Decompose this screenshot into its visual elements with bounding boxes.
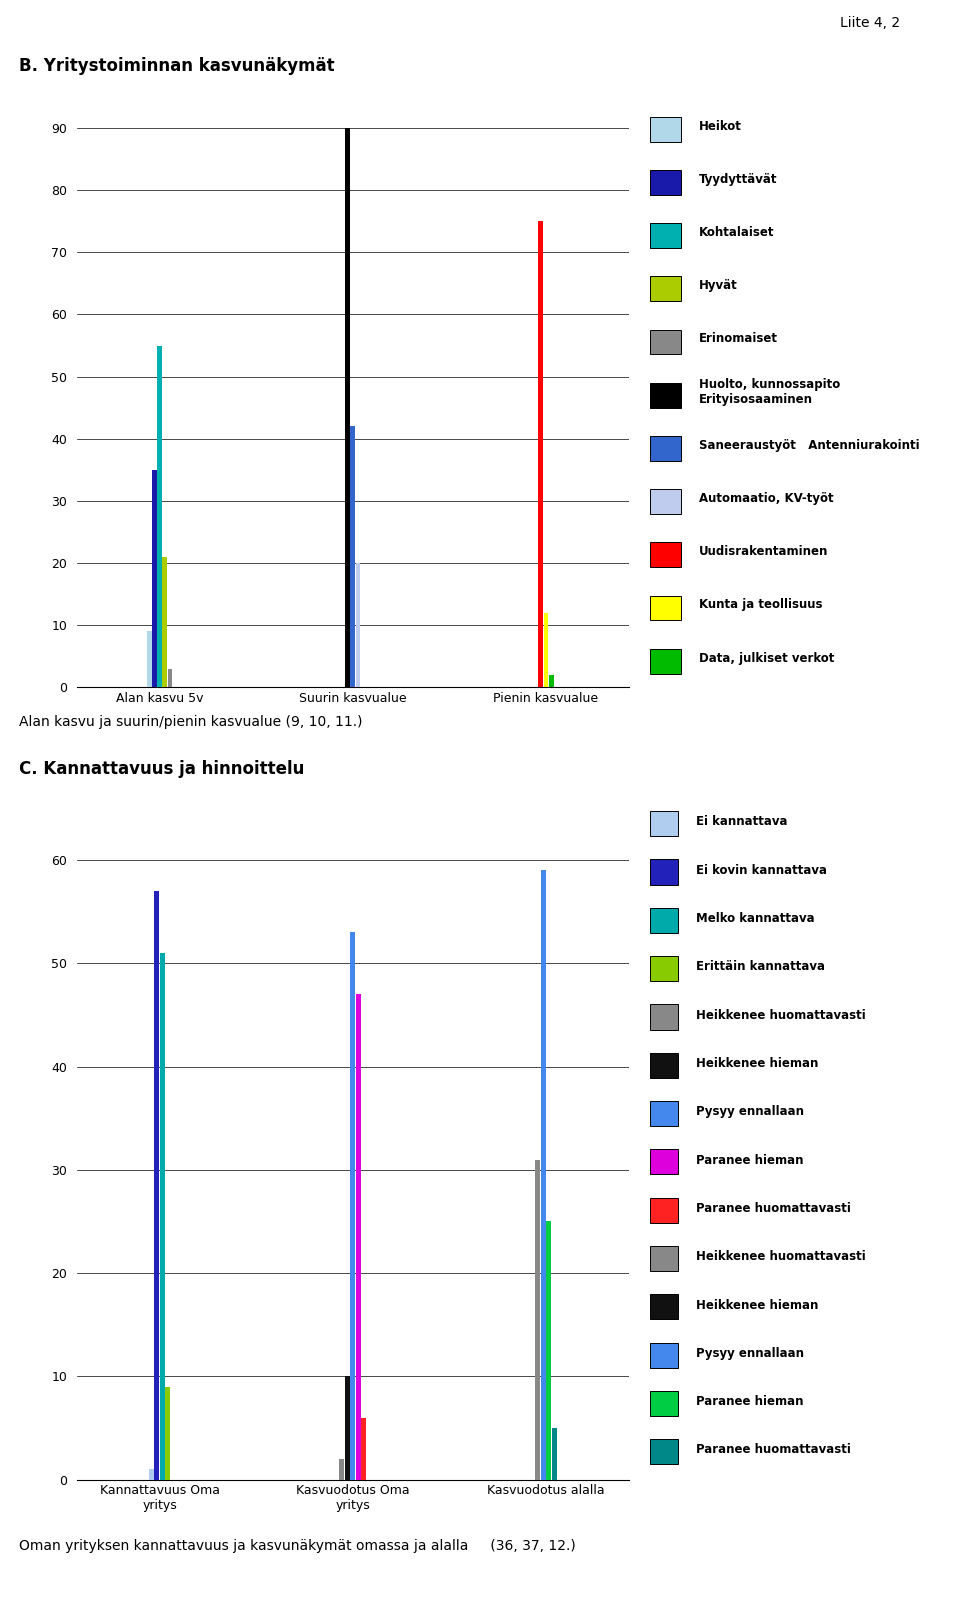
Text: C. Kannattavuus ja hinnoittelu: C. Kannattavuus ja hinnoittelu	[19, 760, 304, 778]
Bar	[168, 668, 172, 687]
Text: Paranee hieman: Paranee hieman	[696, 1395, 804, 1408]
Bar	[152, 471, 156, 687]
Bar	[162, 556, 167, 687]
Text: Paranee hieman: Paranee hieman	[696, 1153, 804, 1166]
FancyBboxPatch shape	[651, 1101, 678, 1125]
Text: Saneeraustyöt   Antenniurakointi: Saneeraustyöt Antenniurakointi	[699, 438, 920, 451]
FancyBboxPatch shape	[651, 1342, 678, 1368]
Text: Huolto, kunnossapito
Erityisosaaminen: Huolto, kunnossapito Erityisosaaminen	[699, 378, 840, 406]
Text: Heikkenee huomattavasti: Heikkenee huomattavasti	[696, 1009, 866, 1022]
Bar	[157, 346, 162, 687]
FancyBboxPatch shape	[651, 542, 681, 568]
FancyBboxPatch shape	[651, 648, 681, 674]
FancyBboxPatch shape	[651, 1294, 678, 1319]
Bar	[361, 1418, 367, 1480]
Bar	[350, 933, 355, 1480]
Bar	[549, 674, 554, 687]
Bar	[159, 952, 165, 1480]
FancyBboxPatch shape	[651, 595, 681, 621]
FancyBboxPatch shape	[651, 170, 681, 196]
Text: Liite 4, 2: Liite 4, 2	[840, 16, 900, 31]
FancyBboxPatch shape	[651, 1053, 678, 1079]
Text: Heikkenee hieman: Heikkenee hieman	[696, 1298, 818, 1311]
FancyBboxPatch shape	[651, 437, 681, 461]
Text: Oman yrityksen kannattavuus ja kasvunäkymät omassa ja alalla     (36, 37, 12.): Oman yrityksen kannattavuus ja kasvunäky…	[19, 1539, 576, 1554]
Text: Erinomaiset: Erinomaiset	[699, 333, 778, 346]
FancyBboxPatch shape	[651, 490, 681, 514]
Text: Heikot: Heikot	[699, 120, 742, 133]
Text: Automaatio, KV-työt: Automaatio, KV-työt	[699, 492, 833, 505]
Text: Kunta ja teollisuus: Kunta ja teollisuus	[699, 598, 823, 611]
Bar	[155, 891, 159, 1480]
Text: Pysyy ennallaan: Pysyy ennallaan	[696, 1106, 804, 1119]
FancyBboxPatch shape	[651, 223, 681, 247]
Text: Alan kasvu ja suurin/pienin kasvualue (9, 10, 11.): Alan kasvu ja suurin/pienin kasvualue (9…	[19, 715, 363, 729]
Bar	[539, 222, 543, 687]
Bar	[147, 631, 152, 687]
FancyBboxPatch shape	[651, 1391, 678, 1416]
Bar	[339, 1459, 345, 1480]
FancyBboxPatch shape	[651, 1439, 678, 1465]
Bar	[543, 613, 548, 687]
FancyBboxPatch shape	[651, 1198, 678, 1222]
FancyBboxPatch shape	[651, 812, 678, 836]
FancyBboxPatch shape	[651, 1150, 678, 1174]
Bar	[350, 427, 355, 687]
Text: Paranee huomattavasti: Paranee huomattavasti	[696, 1201, 851, 1214]
FancyBboxPatch shape	[651, 277, 681, 301]
Text: Ei kannattava: Ei kannattava	[696, 815, 787, 828]
Bar	[540, 870, 546, 1480]
Text: Melko kannattava: Melko kannattava	[696, 912, 814, 925]
FancyBboxPatch shape	[651, 859, 678, 884]
Text: Paranee huomattavasti: Paranee huomattavasti	[696, 1444, 851, 1457]
Text: Heikkenee huomattavasti: Heikkenee huomattavasti	[696, 1250, 866, 1263]
Text: Tyydyttävät: Tyydyttävät	[699, 173, 778, 186]
Text: Heikkenee hieman: Heikkenee hieman	[696, 1058, 818, 1070]
Bar	[149, 1470, 154, 1480]
Text: Erittäin kannattava: Erittäin kannattava	[696, 960, 825, 973]
Text: Kohtalaiset: Kohtalaiset	[699, 226, 775, 239]
Bar	[165, 1387, 171, 1480]
Bar	[552, 1428, 557, 1480]
Text: Pysyy ennallaan: Pysyy ennallaan	[696, 1347, 804, 1360]
Bar	[345, 1376, 349, 1480]
Bar	[355, 563, 360, 687]
Text: Uudisrakentaminen: Uudisrakentaminen	[699, 545, 828, 558]
Bar	[356, 994, 361, 1480]
FancyBboxPatch shape	[651, 956, 678, 982]
Text: Hyvät: Hyvät	[699, 280, 737, 293]
Bar	[346, 128, 350, 687]
Text: B. Yritystoiminnan kasvunäkymät: B. Yritystoiminnan kasvunäkymät	[19, 57, 335, 74]
Bar	[535, 1159, 540, 1480]
FancyBboxPatch shape	[651, 1004, 678, 1030]
Text: Data, julkiset verkot: Data, julkiset verkot	[699, 652, 834, 665]
Bar	[546, 1221, 551, 1480]
Text: Ei kovin kannattava: Ei kovin kannattava	[696, 863, 827, 876]
FancyBboxPatch shape	[651, 330, 681, 354]
FancyBboxPatch shape	[651, 383, 681, 407]
FancyBboxPatch shape	[651, 116, 681, 142]
FancyBboxPatch shape	[651, 1247, 678, 1271]
FancyBboxPatch shape	[651, 907, 678, 933]
